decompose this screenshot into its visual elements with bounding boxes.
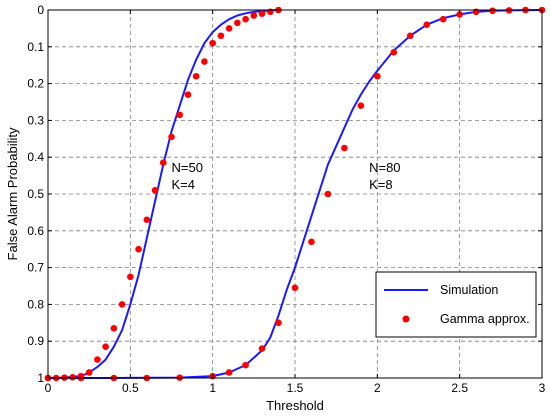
gamma-approx-point [406, 32, 414, 40]
gamma-approx-point [176, 111, 184, 119]
gamma-approx-point [159, 159, 167, 167]
gamma-approx-point [110, 325, 118, 332]
x-tick-label: 2 [374, 381, 381, 395]
gamma-approx-point [184, 91, 192, 98]
gamma-approx-point [456, 11, 463, 18]
gamma-approx-point [118, 301, 126, 308]
simulation-curve-1 [47, 9, 279, 379]
annotation-line: K=4 [172, 177, 196, 192]
gamma-approx-point [94, 356, 101, 363]
gamma-approx-point [127, 273, 134, 281]
gamma-approx-point [341, 144, 348, 152]
y-tick-label: 0.1 [27, 40, 44, 54]
legend-marker-sample [402, 315, 410, 323]
gamma-approx-point [308, 238, 315, 246]
gamma-approx-point [374, 72, 381, 80]
gamma-approx-point [168, 133, 175, 141]
y-tick-label: 0.7 [27, 261, 44, 275]
x-tick-label: 2.5 [451, 381, 468, 395]
legend-entry-simulation: Simulation [440, 283, 498, 297]
y-axis-label: False Alarm Probability [5, 127, 20, 260]
gamma-approx-point [439, 15, 447, 23]
gamma-approx-point [225, 25, 233, 32]
gamma-approx-point [275, 319, 282, 327]
annotation-line: K=8 [369, 177, 393, 192]
annotation-line: N=80 [369, 160, 400, 175]
gamma-approx-point [135, 245, 142, 253]
gamma-approx-point [390, 49, 398, 56]
gamma-approx-point [217, 32, 225, 40]
x-tick-label: 1 [209, 381, 216, 395]
x-tick-label: 3 [539, 381, 546, 395]
gamma-approx-point [69, 373, 76, 381]
y-tick-label: 0.9 [27, 334, 44, 348]
gamma-approx-point [258, 10, 266, 17]
axis-ticks: 0 0.5 1 1.5 2 2.5 3 0 0.1 0.2 0.3 0.4 0.5 0.6 0.7 0.8 0.… [27, 3, 545, 395]
x-axis-label: Threshold [266, 398, 324, 413]
gamma-approx-point [242, 15, 249, 23]
grid-lines [48, 10, 542, 378]
x-tick-label: 1.5 [287, 381, 304, 395]
gamma-approx-point [151, 187, 159, 194]
gamma-approx-point [242, 361, 249, 369]
annotation-2: N=80 K=8 [369, 160, 400, 192]
gamma-approx-point [85, 369, 93, 376]
legend: Simulation Gamma approx. [375, 271, 537, 338]
x-tick-label: 0.5 [122, 381, 139, 395]
gamma-approx-markers [44, 6, 546, 382]
y-tick-label: 0.5 [27, 187, 44, 201]
legend-box [375, 271, 537, 338]
gamma-approx-point [357, 102, 365, 109]
gamma-approx-point [234, 19, 241, 27]
x-tick-label: 0 [45, 381, 52, 395]
gamma-approx-point [250, 12, 258, 19]
gamma-approx-point [225, 369, 233, 376]
annotations: N=50 K=4 N=80 K=8 [172, 160, 401, 192]
y-tick-label: 0.4 [27, 150, 44, 164]
gamma-approx-point [209, 39, 216, 47]
gamma-approx-point [423, 21, 431, 29]
gamma-approx-point [258, 345, 266, 352]
gamma-approx-point [192, 72, 200, 80]
gamma-approx-point [143, 216, 151, 224]
gamma-approx-point [201, 58, 208, 65]
y-tick-label: 0.2 [27, 77, 44, 91]
y-tick-label: 0 [37, 3, 44, 17]
gamma-approx-point [291, 284, 299, 292]
legend-entry-gamma: Gamma approx. [440, 312, 530, 326]
gamma-approx-point [102, 343, 109, 351]
y-tick-label: 0.8 [27, 297, 44, 311]
y-tick-label: 1 [37, 371, 44, 385]
gamma-approx-point [324, 190, 332, 198]
annotation-line: N=50 [172, 160, 203, 175]
gamma-approx-point [489, 7, 496, 15]
annotation-1: N=50 K=4 [172, 160, 203, 192]
y-tick-label: 0.6 [27, 224, 44, 238]
y-tick-label: 0.3 [27, 113, 44, 127]
